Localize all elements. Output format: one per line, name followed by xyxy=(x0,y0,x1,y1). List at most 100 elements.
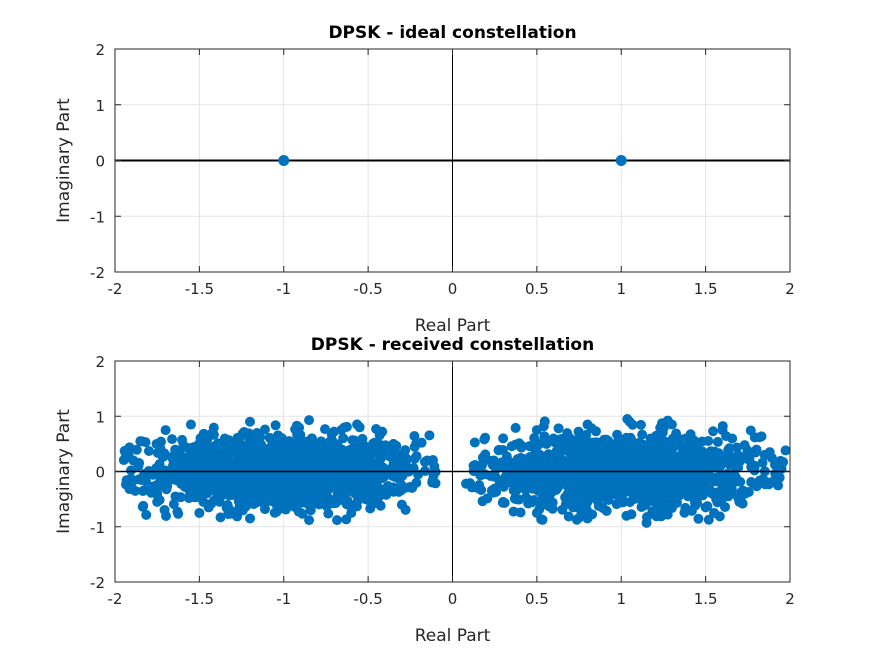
scatter-point xyxy=(629,485,640,496)
scatter-point xyxy=(300,436,311,447)
scatter-point xyxy=(183,443,194,454)
scatter-point xyxy=(693,513,704,524)
scatter-point xyxy=(593,500,604,511)
scatter-point xyxy=(188,474,199,485)
scatter-point xyxy=(667,488,678,499)
scatter-point xyxy=(228,486,239,497)
scatter-point xyxy=(259,504,270,515)
scatter-point xyxy=(587,452,598,463)
scatter-point xyxy=(210,465,221,476)
y-tick-label: 2 xyxy=(95,41,105,59)
scatter-point xyxy=(262,494,273,505)
scatter-point xyxy=(648,440,659,451)
scatter-point xyxy=(550,474,561,485)
x-tick-label: 1 xyxy=(616,590,626,608)
scatter-point xyxy=(700,502,711,513)
scatter-point xyxy=(535,479,546,490)
scatter-point xyxy=(396,485,407,496)
scatter-point xyxy=(130,485,141,496)
scatter-point xyxy=(275,448,286,459)
x-tick-label: 1.5 xyxy=(694,280,718,298)
scatter-point xyxy=(637,429,648,440)
x-tick-label: 1 xyxy=(616,280,626,298)
scatter-point xyxy=(596,449,607,460)
scatter-point xyxy=(358,471,369,482)
scatter-point xyxy=(675,439,686,450)
scatter-point xyxy=(526,473,537,484)
scatter-point xyxy=(539,431,550,442)
scatter-point xyxy=(146,487,157,498)
scatter-point xyxy=(561,443,572,454)
scatter-point xyxy=(474,461,485,472)
scatter-point xyxy=(338,433,349,444)
scatter-point xyxy=(553,423,564,434)
scatter-point xyxy=(332,515,343,526)
scatter-point xyxy=(500,470,511,481)
ideal-constellation-plot: -2 -1.5 -1 -0.5 0 0.5 1 1.5 2 -2 -1 0 1 2 DPSK - ide… xyxy=(54,23,795,336)
scatter-point xyxy=(469,437,480,448)
x-tick-label: 0.5 xyxy=(525,590,549,608)
scatter-point xyxy=(692,497,703,508)
scatter-point xyxy=(238,470,249,481)
scatter-point xyxy=(369,437,380,448)
scatter-point xyxy=(302,494,313,505)
scatter-point xyxy=(170,491,181,502)
scatter-point xyxy=(310,458,321,469)
origin-axis-lines xyxy=(115,361,790,582)
scatter-point xyxy=(732,450,743,461)
scatter-point xyxy=(666,503,677,514)
scatter-point xyxy=(223,441,234,452)
scatter-point xyxy=(745,425,756,436)
scatter-point xyxy=(609,444,620,455)
scatter-point xyxy=(712,497,723,508)
scatter-point xyxy=(407,482,418,493)
scatter-point xyxy=(372,448,383,459)
x-tick-labels: -2 -1.5 -1 -0.5 0 0.5 1 1.5 2 xyxy=(108,361,795,608)
scatter-point xyxy=(573,512,584,523)
scatter-point xyxy=(567,437,578,448)
y-tick-label: -1 xyxy=(90,208,105,226)
scatter-point xyxy=(173,457,184,468)
scatter-point xyxy=(539,416,550,427)
x-tick-label: 2 xyxy=(785,590,795,608)
x-axis-label: Real Part xyxy=(415,316,491,336)
scatter-point xyxy=(573,426,584,437)
scatter-point xyxy=(742,445,753,456)
scatter-point xyxy=(259,424,270,435)
scatter-point xyxy=(671,428,682,439)
scatter-point xyxy=(365,503,376,514)
scatter-point xyxy=(562,428,573,439)
scatter-point xyxy=(538,470,549,481)
scatter-point xyxy=(348,478,359,489)
scatter-point xyxy=(345,463,356,474)
received-constellation-plot: -2 -1.5 -1 -0.5 0 0.5 1 1.5 2 -2 -1 0 1 2 DPSK - rec… xyxy=(54,335,795,646)
y-tick-label: 1 xyxy=(95,97,105,115)
scatter-point xyxy=(708,426,719,437)
x-tick-label: -1 xyxy=(276,590,291,608)
scatter-point xyxy=(533,459,544,470)
scatter-point xyxy=(665,476,676,487)
scatter-point xyxy=(531,425,542,436)
scatter-point xyxy=(157,452,168,463)
scatter-point xyxy=(477,496,488,507)
scatter-point xyxy=(597,481,608,492)
y-tick-label: 0 xyxy=(95,464,105,482)
scatter-point xyxy=(780,445,791,456)
scatter-point xyxy=(285,439,296,450)
scatter-point xyxy=(204,473,215,484)
x-tick-label: -2 xyxy=(108,280,123,298)
scatter-point xyxy=(621,432,632,443)
scatter-point xyxy=(194,507,205,518)
scatter-point xyxy=(185,419,196,430)
scatter-point xyxy=(582,419,593,430)
point-cluster xyxy=(465,414,791,525)
scatter-point xyxy=(424,430,435,441)
scatter-point xyxy=(185,487,196,498)
scatter-point xyxy=(210,486,221,497)
scatter-point xyxy=(364,495,375,506)
scatter-point xyxy=(401,461,412,472)
scatter-point xyxy=(137,501,148,512)
scatter-point xyxy=(368,458,379,469)
scatter-point xyxy=(168,499,179,510)
